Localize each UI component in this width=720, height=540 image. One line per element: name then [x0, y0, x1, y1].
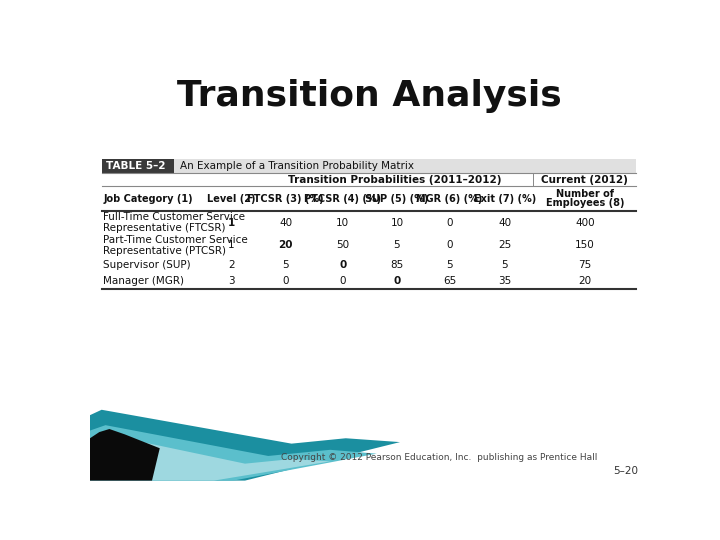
Text: 1: 1 — [228, 240, 235, 251]
Text: 35: 35 — [498, 276, 511, 286]
Text: 75: 75 — [578, 260, 591, 269]
Text: 5: 5 — [501, 260, 508, 269]
Text: 5: 5 — [394, 240, 400, 251]
Text: Supervisor (SUP): Supervisor (SUP) — [103, 260, 191, 269]
Text: 0: 0 — [393, 276, 400, 286]
Text: 40: 40 — [498, 218, 511, 228]
Text: Transition Analysis: Transition Analysis — [176, 79, 562, 113]
Text: Level (2): Level (2) — [207, 194, 256, 204]
Polygon shape — [90, 436, 330, 481]
Text: 5: 5 — [446, 260, 453, 269]
Text: TABLE 5–2: TABLE 5–2 — [106, 161, 165, 171]
Text: FTCSR (3) (%): FTCSR (3) (%) — [248, 194, 324, 204]
Text: 10: 10 — [390, 218, 403, 228]
Text: 1: 1 — [228, 218, 235, 228]
Text: 150: 150 — [575, 240, 595, 251]
Text: 20: 20 — [279, 240, 293, 251]
Text: Copyright © 2012 Pearson Education, Inc.  publishing as Prentice Hall: Copyright © 2012 Pearson Education, Inc.… — [281, 453, 597, 462]
Text: An Example of a Transition Probability Matrix: An Example of a Transition Probability M… — [180, 161, 414, 171]
Text: 0: 0 — [339, 276, 346, 286]
Polygon shape — [90, 410, 400, 481]
Text: 10: 10 — [336, 218, 349, 228]
Text: 0: 0 — [339, 260, 346, 269]
Text: Employees (8): Employees (8) — [546, 198, 624, 207]
Text: 5: 5 — [282, 260, 289, 269]
Text: Exit (7) (%): Exit (7) (%) — [474, 194, 536, 204]
Text: Number of: Number of — [556, 189, 614, 199]
Text: 0: 0 — [282, 276, 289, 286]
Text: 50: 50 — [336, 240, 349, 251]
Text: 0: 0 — [446, 240, 453, 251]
Text: 25: 25 — [498, 240, 511, 251]
Text: 5–20: 5–20 — [613, 467, 638, 476]
Text: Transition Probabilities (2011–2012): Transition Probabilities (2011–2012) — [288, 174, 502, 185]
Polygon shape — [90, 425, 377, 481]
Text: 3: 3 — [228, 276, 235, 286]
Text: 400: 400 — [575, 218, 595, 228]
Text: 85: 85 — [390, 260, 403, 269]
Text: Current (2012): Current (2012) — [541, 174, 629, 185]
Text: 65: 65 — [443, 276, 456, 286]
Bar — [102, 159, 174, 173]
Text: 40: 40 — [279, 218, 292, 228]
Text: 20: 20 — [578, 276, 591, 286]
Text: Full-Time Customer Service
Representative (FTCSR): Full-Time Customer Service Representativ… — [103, 212, 246, 233]
Text: PTCSR (4) (%): PTCSR (4) (%) — [304, 194, 381, 204]
Text: 2: 2 — [228, 260, 235, 269]
Text: Manager (MGR): Manager (MGR) — [103, 276, 184, 286]
Text: SUP (5) (%): SUP (5) (%) — [365, 194, 428, 204]
Bar — [102, 159, 636, 173]
Text: 0: 0 — [446, 218, 453, 228]
Text: MGR (6) (%): MGR (6) (%) — [416, 194, 483, 204]
Text: Part-Time Customer Service
Representative (PTCSR): Part-Time Customer Service Representativ… — [103, 234, 248, 256]
Polygon shape — [90, 429, 160, 481]
Text: Job Category (1): Job Category (1) — [103, 194, 193, 204]
